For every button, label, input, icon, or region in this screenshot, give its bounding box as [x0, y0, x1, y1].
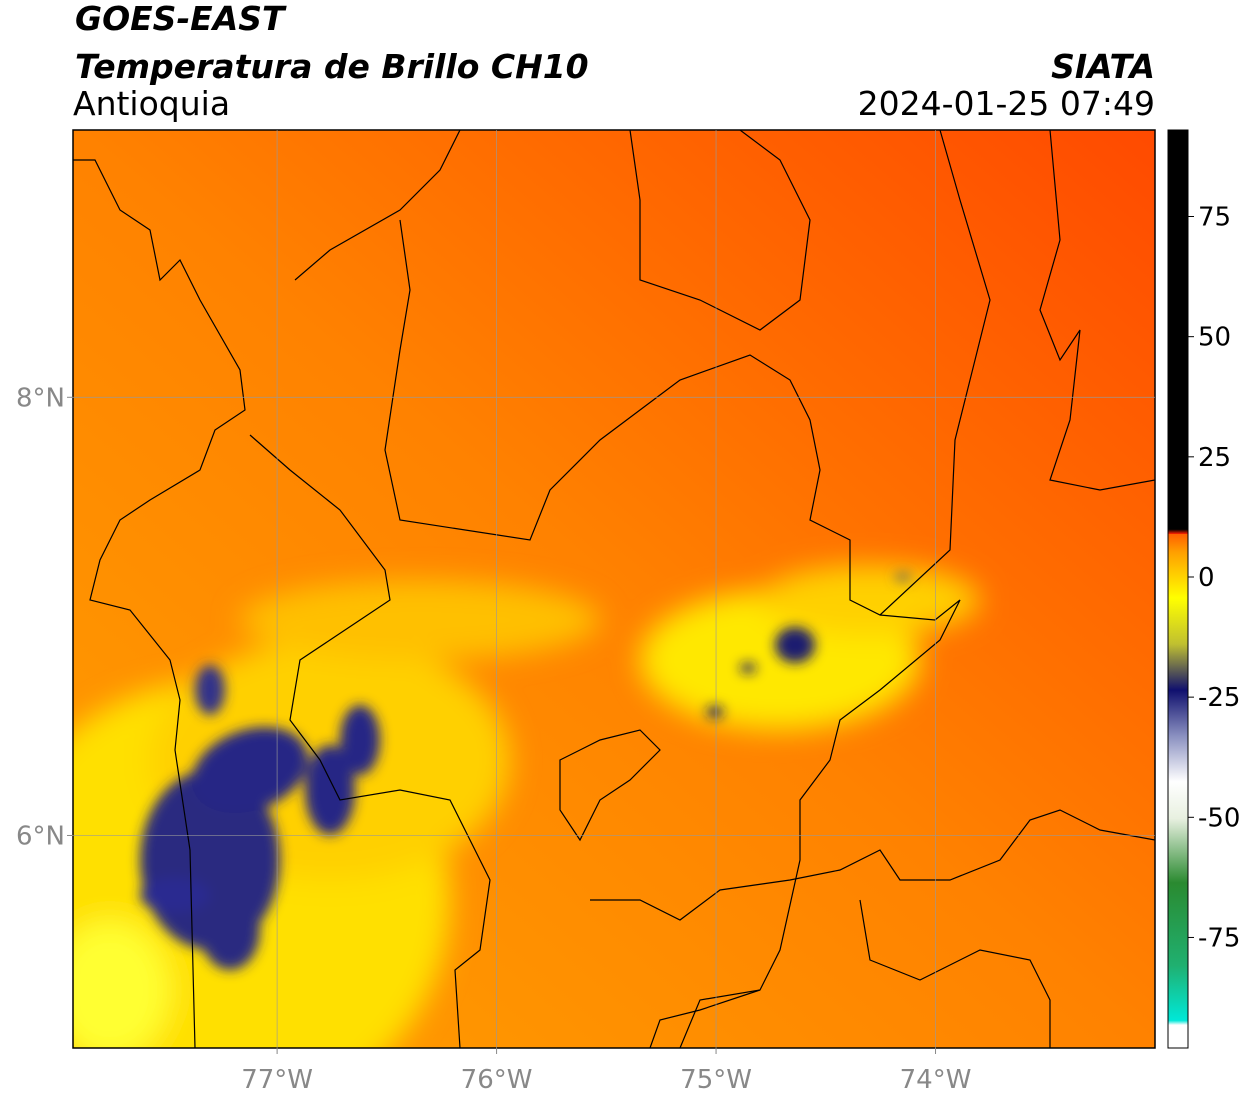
colorbar-tick-label: -75: [1198, 923, 1240, 953]
map-image: [73, 130, 1155, 1048]
colorbar-tick-label: 0: [1198, 563, 1215, 593]
colorbar-tick-label: -50: [1198, 803, 1240, 833]
x-tick-label: 74°W: [900, 1065, 972, 1095]
source: SIATA: [1051, 47, 1155, 86]
map-frame: [72, 129, 1156, 1049]
x-tick-label: 77°W: [241, 1065, 313, 1095]
x-tick-label: 75°W: [680, 1065, 752, 1095]
subtitle: Temperatura de Brillo CH10: [75, 47, 589, 86]
y-tick-label: 8°N: [16, 383, 65, 413]
colorbar-tick-label: 25: [1198, 443, 1231, 473]
colorbar: [1167, 129, 1189, 1049]
colorbar-tick-label: -25: [1198, 683, 1240, 713]
region: Antioquia: [73, 84, 230, 123]
title: GOES-EAST: [75, 0, 287, 38]
colorbar-tick-label: 50: [1198, 323, 1231, 353]
x-tick-label: 76°W: [461, 1065, 533, 1095]
colorbar-tick-label: 75: [1198, 203, 1231, 233]
y-tick-label: 6°N: [16, 821, 65, 851]
timestamp: 2024-01-25 07:49: [858, 84, 1155, 123]
